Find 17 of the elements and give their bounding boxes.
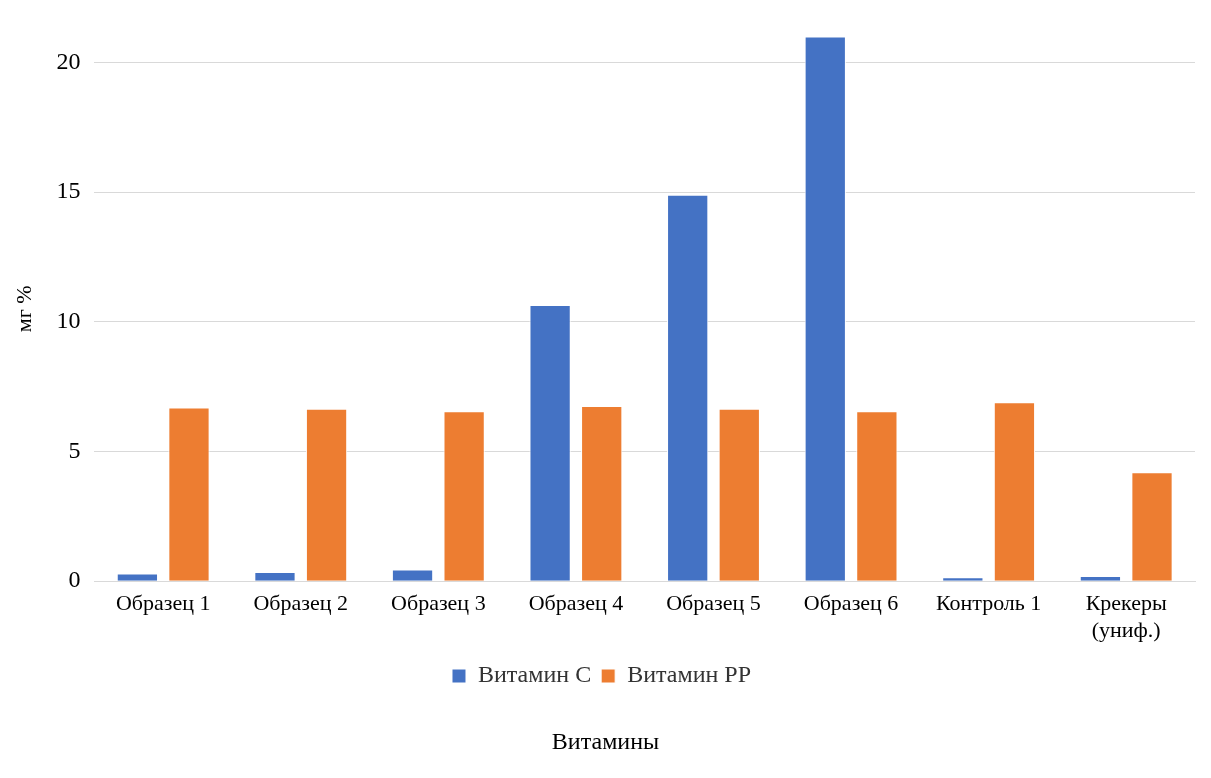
x-tick-label: Образец 3 (391, 590, 486, 616)
x-tick-label: Образец 1 (115, 590, 211, 616)
x-tick-label: Образец 4 (528, 590, 624, 616)
y-tick-label: 0 (68, 566, 81, 593)
x-tick-label: Контроль 1 (935, 590, 1042, 616)
x-tick-label: Образец 5 (666, 590, 761, 616)
x-axis-title: Витамины (550, 728, 661, 755)
y-tick-label: 20 (56, 47, 81, 74)
legend-label: Витамин С (477, 661, 592, 688)
y-tick-label: 10 (56, 307, 81, 334)
y-axis-title: мг % (10, 285, 36, 333)
y-tick-label: 15 (56, 177, 81, 204)
x-tick-label: Образец 2 (253, 590, 349, 616)
x-tick-label: Крекеры (униф.) (1085, 590, 1167, 642)
y-tick-label: 5 (68, 436, 81, 463)
legend-label: Витамин РР (627, 661, 752, 688)
x-tick-label: Образец 6 (803, 590, 899, 616)
